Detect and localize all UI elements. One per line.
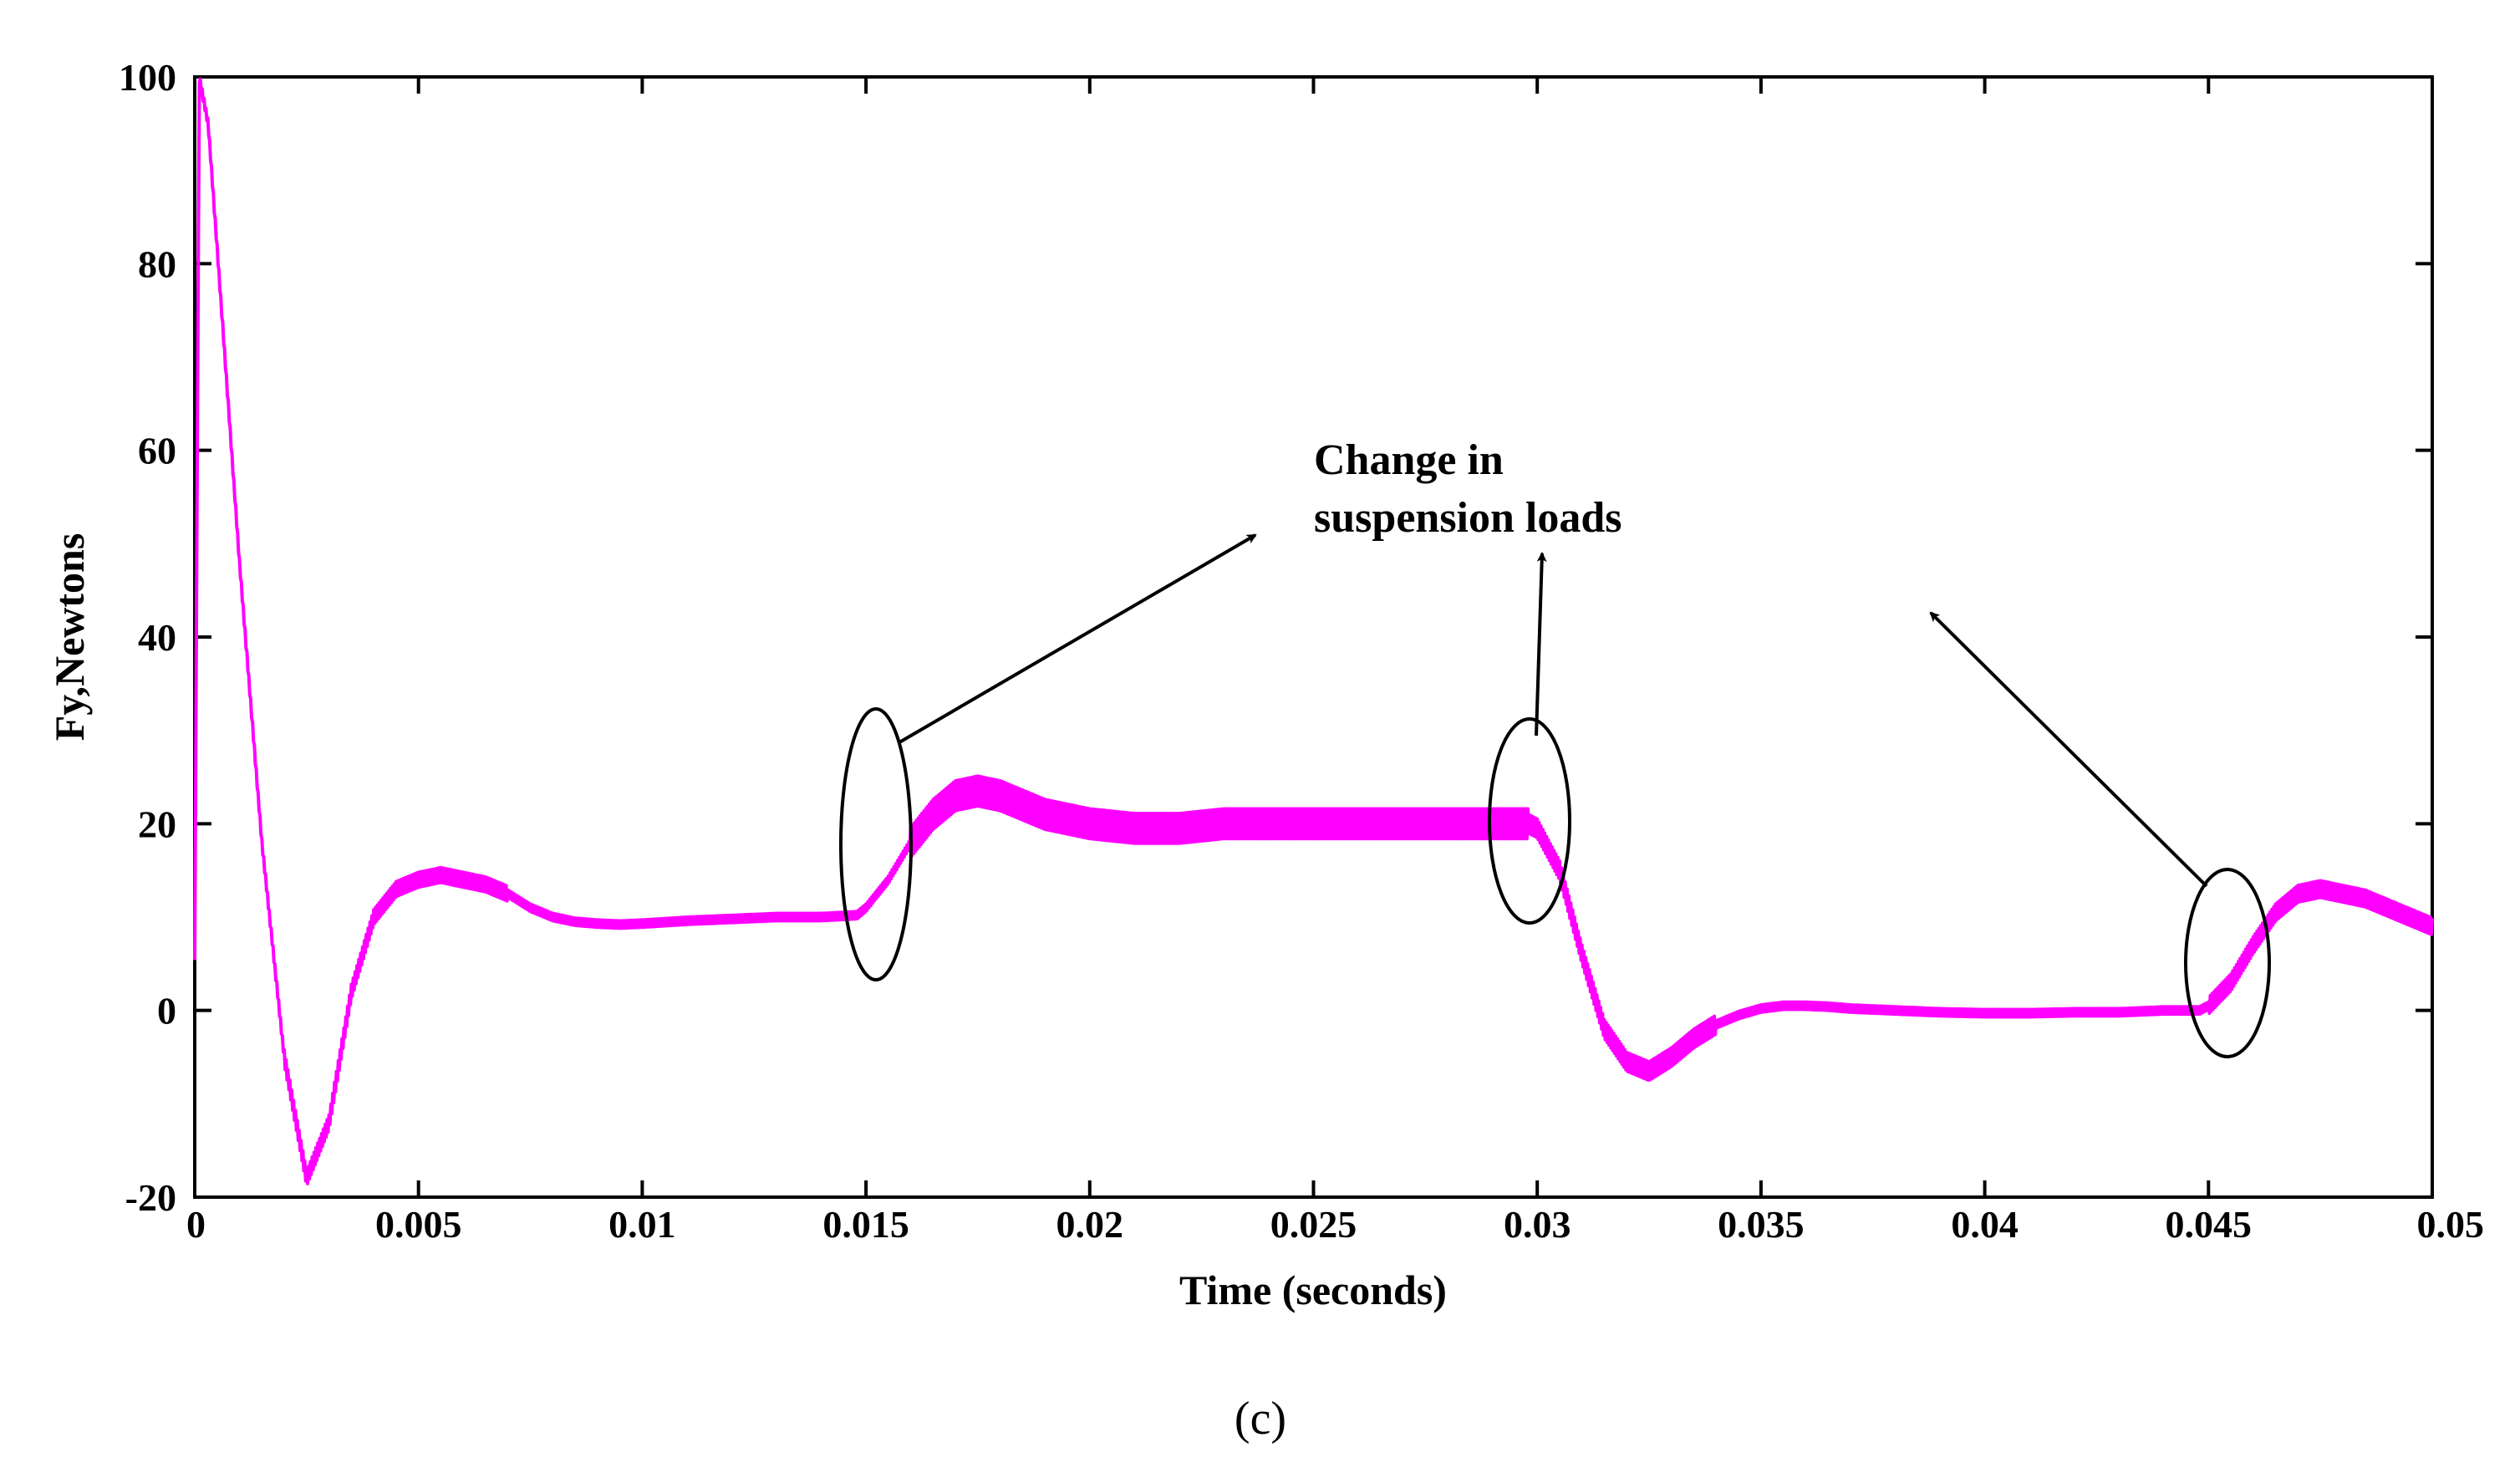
x-axis-title: Time (seconds) [1179, 1267, 1447, 1313]
annotation-ellipse-3 [2184, 868, 2271, 1058]
x-tick-label: 0.005 [375, 1203, 462, 1246]
x-tick-label: 0.04 [1951, 1203, 2019, 1246]
y-axis-title: Fy,Newtons [46, 533, 93, 742]
y-tick-label: 20 [138, 803, 176, 845]
y-tick-label: -20 [125, 1176, 176, 1219]
annotation-arrow-1 [898, 533, 1257, 744]
x-tick-label: 0.035 [1718, 1203, 1805, 1246]
x-tick-label: 0.03 [1504, 1203, 1571, 1246]
x-tick-label: 0.045 [2166, 1203, 2253, 1246]
y-tick-label: 40 [138, 616, 176, 659]
x-tick-label: 0.015 [822, 1203, 909, 1246]
annotation-ellipse-2 [1488, 717, 1571, 925]
annotation-arrow-3 [1929, 611, 2208, 888]
x-tick-label: 0.02 [1056, 1203, 1124, 1246]
annotation-arrow-2 [1535, 552, 1547, 737]
x-tick-label: 0.01 [608, 1203, 676, 1246]
annotation-text-line2: suspension loads [1314, 494, 1622, 542]
annotation-ellipse-1 [839, 707, 913, 981]
figure-caption: (c) [1235, 1393, 1286, 1445]
x-axis-ticks: 0 0.005 0.01 0.015 0.02 0.025 0.03 0.035 0.04 0.0… [186, 77, 2484, 1246]
annotation-text-line1: Change in [1314, 436, 1504, 484]
plot-frame [193, 75, 2434, 1199]
y-tick-label: 0 [157, 990, 176, 1032]
series-line-fy [193, 77, 2434, 1185]
y-axis-ticks: -20 0 20 40 60 80 100 [119, 56, 2432, 1219]
x-tick-label: 0.025 [1270, 1203, 1357, 1246]
annotation-group: Change in suspension loads [839, 436, 2271, 1058]
y-tick-label: 100 [119, 56, 176, 99]
y-tick-label: 80 [138, 242, 176, 285]
x-tick-label: 0.05 [2417, 1203, 2485, 1246]
series-group [193, 77, 2434, 1185]
x-tick-label: 0 [186, 1203, 206, 1246]
y-tick-label: 60 [138, 430, 176, 472]
